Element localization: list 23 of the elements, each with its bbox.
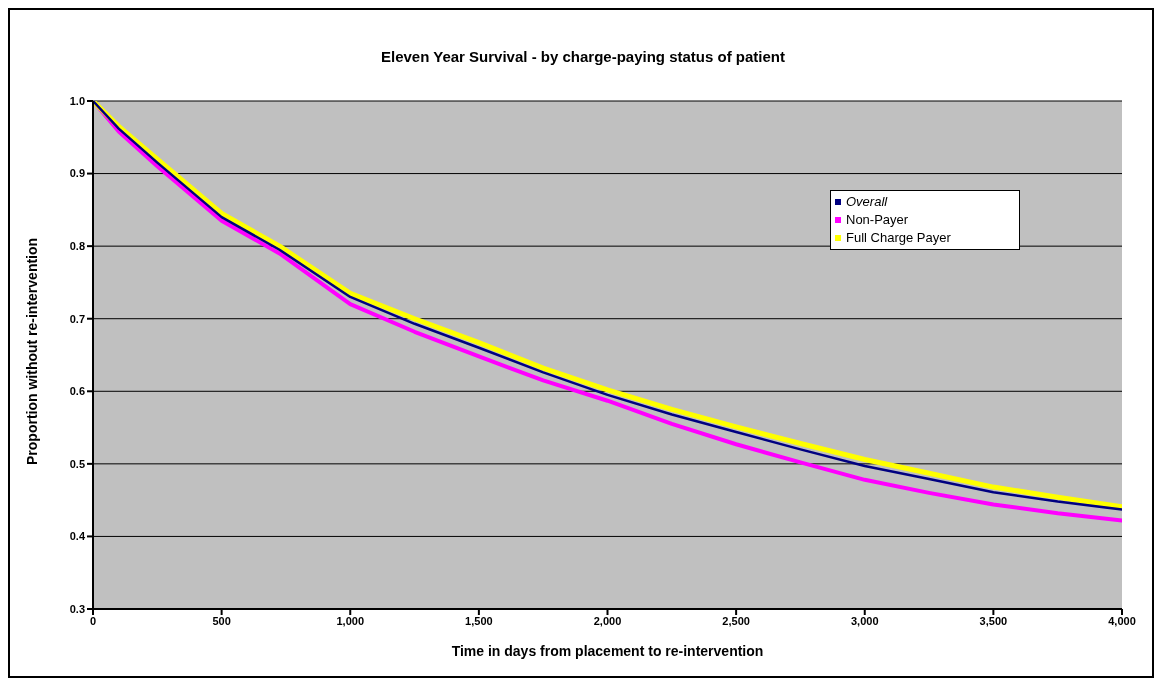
chart-title: Eleven Year Survival - by charge-paying status of patient [380,48,786,65]
y-tick-label: 0.5 [69,457,85,470]
x-tick-label: 1,000 [336,614,365,627]
x-tick-label: 0 [89,614,97,627]
y-tick-label: 0.6 [69,385,85,398]
x-tick-label: 3,500 [979,614,1008,627]
y-tick-label: 0.9 [69,167,85,180]
x-tick-label: 1,500 [465,614,493,627]
x-axis-title: Time in days from placement to re-intervention [451,643,764,659]
y-tick-label: 0.8 [69,240,85,253]
x-tick-label: 3,000 [850,614,879,627]
x-tick-label: 2,500 [722,614,750,627]
x-tick-label: 500 [212,614,231,627]
y-tick-label: 1.0 [69,94,85,107]
legend-label: Overall [846,193,888,211]
y-tick-label: 0.7 [69,312,85,325]
x-tick-label: 4,000 [1108,614,1136,627]
legend-label: Non-Payer [846,211,909,229]
y-tick-label: 0.4 [69,530,86,543]
y-tick-label: 0.3 [69,602,85,615]
x-tick-label: 2,000 [593,614,622,627]
legend-label: Full Charge Payer [846,229,951,247]
y-axis-title: Proportion without re-intervention [23,237,40,465]
